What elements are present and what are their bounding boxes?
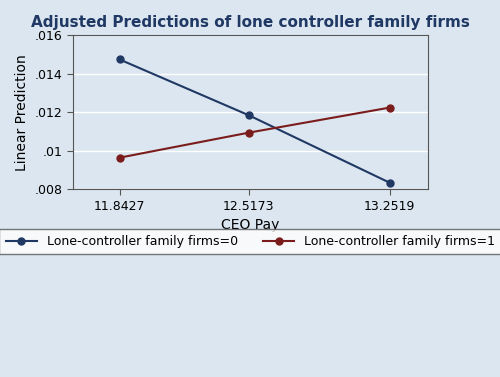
- Y-axis label: Linear Prediction: Linear Prediction: [15, 54, 29, 171]
- Lone-controller family firms=1: [246, 130, 252, 135]
- Lone-controller family firms=0: [386, 181, 392, 185]
- Lone-controller family firms=0: [116, 57, 122, 62]
- Title: Adjusted Predictions of lone controller family firms: Adjusted Predictions of lone controller …: [31, 15, 470, 30]
- Lone-controller family firms=1: [386, 105, 392, 110]
- Line: Lone-controller family firms=0: Lone-controller family firms=0: [116, 56, 393, 186]
- Line: Lone-controller family firms=1: Lone-controller family firms=1: [116, 104, 393, 161]
- Lone-controller family firms=1: [116, 155, 122, 160]
- X-axis label: CEO Pay: CEO Pay: [221, 218, 280, 233]
- Lone-controller family firms=0: [246, 113, 252, 118]
- Legend: Lone-controller family firms=0, Lone-controller family firms=1: Lone-controller family firms=0, Lone-con…: [0, 228, 500, 254]
